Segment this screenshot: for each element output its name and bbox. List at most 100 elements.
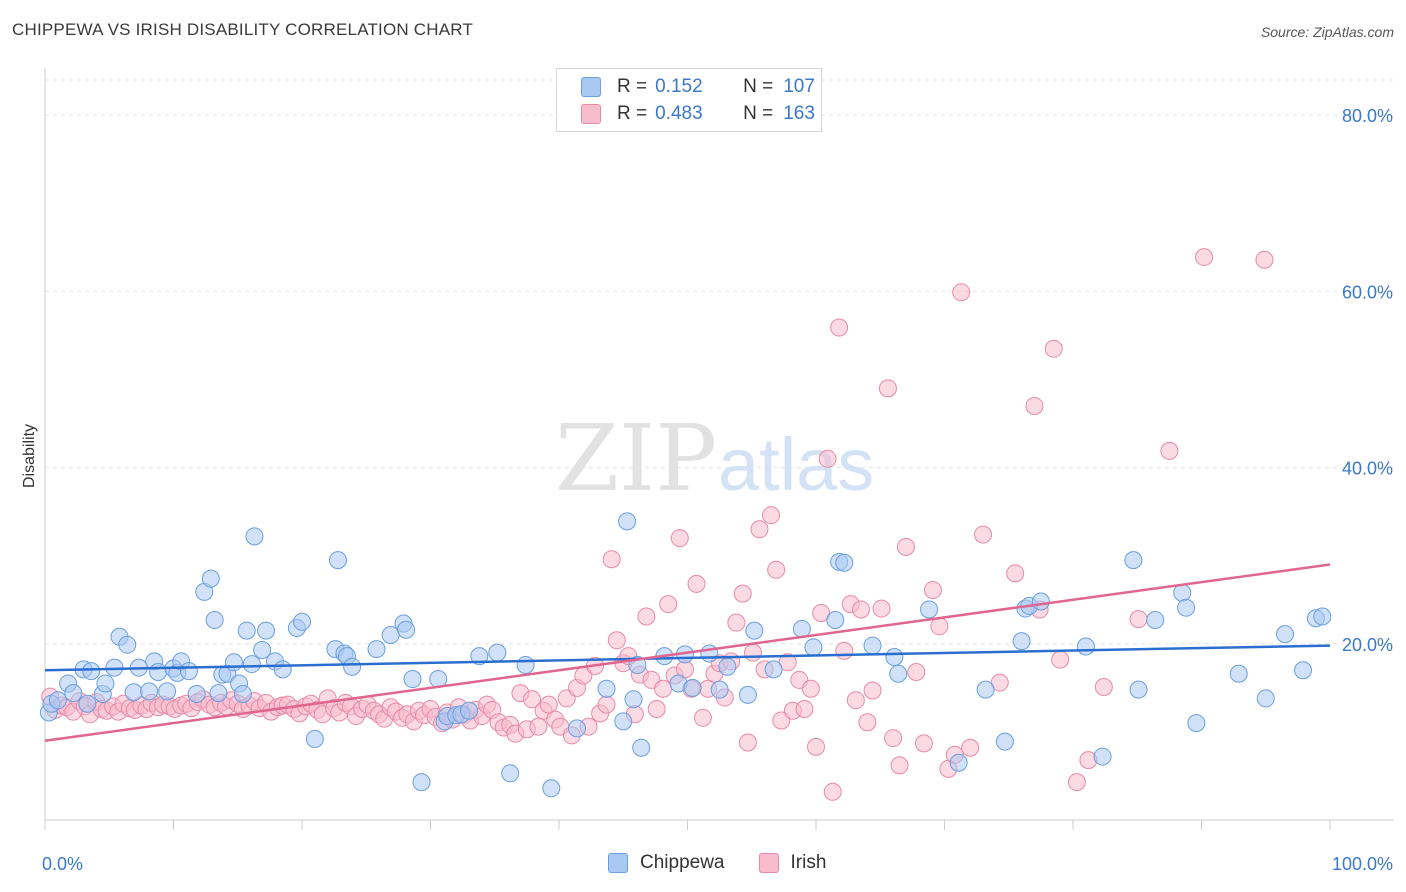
irish-point [607,631,626,650]
y-tick-label: 60.0% [1342,282,1393,302]
chippewa-point [201,569,220,588]
y-axis-label: Disability [21,424,38,488]
irish-point [914,734,933,753]
irish-point [687,574,706,593]
y-tick-label: 40.0% [1342,459,1393,479]
x-tick-label: 0.0% [42,854,83,874]
irish-point [529,717,548,736]
chippewa-points [39,512,1332,798]
chippewa-point [1146,611,1165,630]
chippewa-point [328,551,347,570]
chippewa-point [889,664,908,683]
irish-point [738,733,757,752]
chippewa-point [683,678,702,697]
irish-point [795,700,814,718]
irish-point [1160,441,1179,460]
chippewa-point [242,655,261,674]
r-label: R = [617,103,648,124]
chippewa-point [835,553,854,572]
chippewa-point [253,640,272,659]
irish-point [602,550,621,569]
legend-item-chippewa: Chippewa [608,852,725,874]
irish-swatch [581,104,601,124]
chippewa-point [460,701,479,720]
chippewa-point [124,683,143,702]
chippewa-point [764,660,783,679]
chippewa-point [1031,592,1050,611]
irish-point [858,713,877,732]
chippewa-point [738,685,757,704]
correlation-legend: R = 0.152 N = 107 R = 0.483 N = 163 [556,68,822,132]
chippewa-point [209,684,228,703]
chippewa-point [1256,689,1275,708]
irish-point [778,653,797,672]
irish-point [693,708,712,727]
chippewa-point [1187,714,1206,733]
chippewa-point [237,621,256,640]
chippewa-point [488,643,507,662]
irish-swatch [758,853,779,873]
r-value: 0.152 [655,76,703,97]
watermark-atlas: atlas [718,423,874,506]
chippewa-point [995,732,1014,751]
irish-point [733,584,752,603]
r-value: 0.483 [655,103,703,124]
chippewa-swatch [581,77,601,97]
chippewa-point [187,685,206,704]
chippewa-point [710,680,729,699]
chippewa-point [1294,661,1313,680]
irish-point [890,756,909,775]
chippewa-point [224,653,243,672]
irish-point [654,679,673,698]
irish-point [823,782,842,801]
series-legend: Chippewa Irish [608,852,860,874]
legend-row-irish: R = 0.483 N = 163 [581,101,815,127]
irish-point [896,537,915,556]
chippewa-point [82,662,101,681]
tick-labels: 20.0% 40.0% 60.0% 80.0% 0.0% 100.0% [42,106,1393,874]
chippewa-point [567,719,586,738]
irish-point [767,560,786,579]
chippewa-point [949,753,968,772]
watermark-zip: ZIP [555,405,717,512]
irish-point [637,607,656,626]
n-value: 107 [783,76,815,97]
irish-trend-line [44,563,1331,742]
irish-point [1255,250,1274,269]
chippewa-point [140,682,159,701]
chippewa-point [1076,637,1095,656]
irish-point [952,283,971,302]
chippewa-point [1229,664,1248,683]
chart-title: CHIPPEWA VS IRISH DISABILITY CORRELATION… [12,20,474,39]
r-label: R = [617,76,648,97]
trend-lines [44,563,1331,742]
irish-point [523,690,542,709]
chippewa-point [273,660,292,679]
chippewa-point [542,779,561,798]
chippewa-point [343,657,362,676]
chippewa-point [1124,551,1143,570]
irish-point [812,603,831,622]
chippewa-point [863,636,882,655]
irish-point [750,520,769,539]
irish-point [801,679,820,698]
chippewa-point [233,685,252,704]
legend-item-irish: Irish [758,852,826,874]
y-tick-label: 20.0% [1342,635,1393,655]
irish-point [990,673,1009,692]
irish-point [1051,650,1070,669]
irish-point [878,379,897,398]
irish-point [1067,773,1086,792]
irish-point [930,617,949,636]
irish-point [597,695,616,714]
irish-point [884,729,903,748]
chippewa-point [624,690,643,709]
chippewa-point [804,638,823,657]
irish-point [1094,677,1113,696]
chippewa-point [1012,632,1031,651]
chippewa-point [257,621,276,640]
chippewa-point [516,655,535,674]
chippewa-point [470,647,489,666]
chippewa-point [205,611,224,630]
